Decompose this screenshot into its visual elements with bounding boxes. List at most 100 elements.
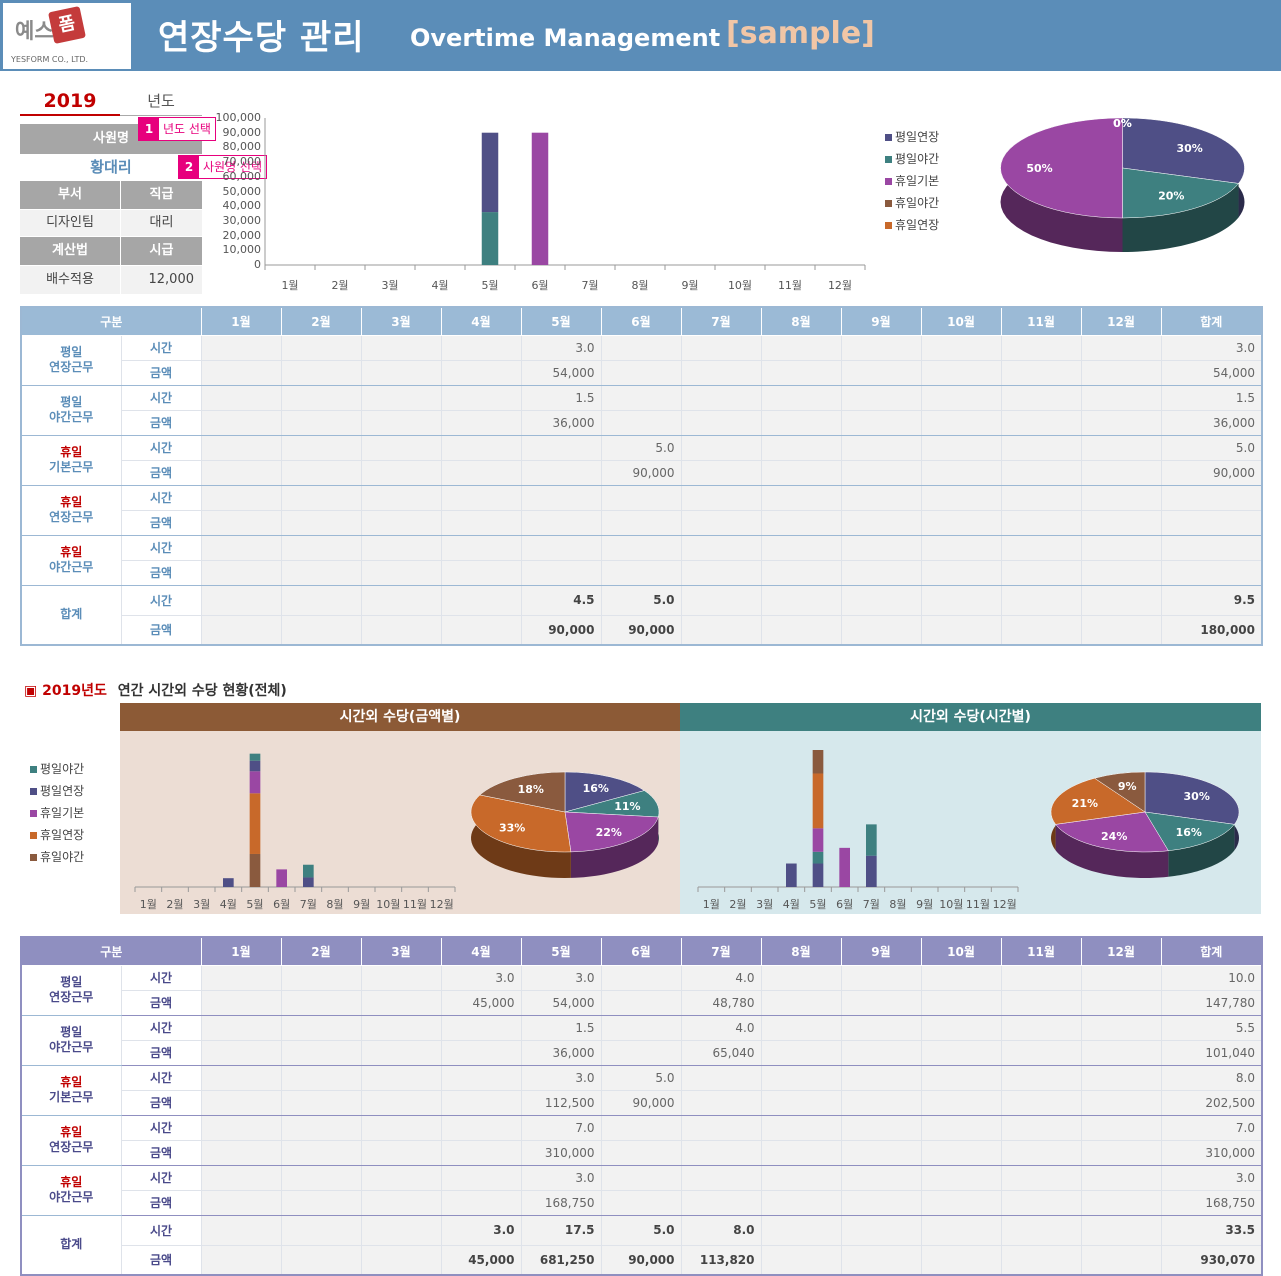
cell-amount[interactable] [360, 1039, 442, 1066]
cell-time[interactable] [280, 484, 362, 511]
cell-amount[interactable] [280, 409, 362, 436]
cell-time[interactable] [1000, 434, 1082, 461]
cell-time[interactable] [360, 484, 442, 511]
cell-amount[interactable] [840, 1039, 922, 1066]
cell-time[interactable] [760, 1064, 842, 1091]
cell-time[interactable] [600, 1164, 682, 1191]
cell-amount[interactable] [920, 989, 1002, 1016]
cell-amount[interactable] [360, 509, 442, 536]
cell-amount[interactable] [280, 989, 362, 1016]
cell-amount[interactable] [280, 1139, 362, 1166]
cell-time[interactable] [600, 484, 682, 511]
cell-amount[interactable] [600, 1139, 682, 1166]
cell-time[interactable] [920, 534, 1002, 561]
cell-amount[interactable] [760, 359, 842, 386]
cell-amount[interactable] [680, 1139, 762, 1166]
cell-amount[interactable] [360, 1189, 442, 1216]
cell-time[interactable]: 4.0 [680, 964, 762, 991]
cell-amount[interactable] [1080, 1039, 1162, 1066]
cell-time[interactable] [200, 1114, 282, 1141]
cell-amount[interactable] [920, 1039, 1002, 1066]
cell-amount[interactable] [440, 509, 522, 536]
cell-amount[interactable] [1000, 1039, 1082, 1066]
cell-amount[interactable]: 54,000 [520, 359, 602, 386]
cell-amount[interactable] [760, 1039, 842, 1066]
cell-time[interactable] [360, 964, 442, 991]
cell-time[interactable]: 4.0 [680, 1014, 762, 1041]
cell-time[interactable] [1080, 384, 1162, 411]
cell-amount[interactable] [840, 509, 922, 536]
cell-amount[interactable] [360, 359, 442, 386]
cell-time[interactable] [920, 484, 1002, 511]
cell-time[interactable] [280, 334, 362, 361]
cell-amount[interactable] [1000, 1189, 1082, 1216]
cell-amount[interactable] [440, 1139, 522, 1166]
cell-amount[interactable] [760, 509, 842, 536]
cell-time[interactable]: 3.0 [440, 964, 522, 991]
cell-amount[interactable] [600, 1189, 682, 1216]
cell-time[interactable] [760, 964, 842, 991]
cell-time[interactable] [760, 1114, 842, 1141]
cell-time[interactable] [600, 334, 682, 361]
cell-time[interactable] [840, 1114, 922, 1141]
cell-time[interactable] [360, 384, 442, 411]
cell-amount[interactable] [680, 1089, 762, 1116]
cell-amount[interactable] [360, 409, 442, 436]
cell-time[interactable]: 5.0 [600, 434, 682, 461]
cell-amount[interactable] [280, 459, 362, 486]
cell-amount[interactable] [440, 559, 522, 586]
cell-amount[interactable] [600, 359, 682, 386]
cell-time[interactable] [920, 434, 1002, 461]
cell-amount[interactable] [360, 559, 442, 586]
cell-amount[interactable] [1000, 1139, 1082, 1166]
cell-time[interactable] [600, 964, 682, 991]
cell-time[interactable] [440, 484, 522, 511]
cell-amount[interactable] [520, 559, 602, 586]
cell-time[interactable] [1000, 534, 1082, 561]
cell-time[interactable] [680, 1064, 762, 1091]
cell-amount[interactable] [280, 1089, 362, 1116]
cell-time[interactable] [760, 384, 842, 411]
cell-time[interactable] [440, 1014, 522, 1041]
cell-amount[interactable] [280, 359, 362, 386]
cell-amount[interactable]: 54,000 [520, 989, 602, 1016]
cell-time[interactable] [1080, 434, 1162, 461]
cell-amount[interactable] [920, 459, 1002, 486]
cell-amount[interactable] [680, 509, 762, 536]
cell-amount[interactable] [360, 1089, 442, 1116]
cell-amount[interactable] [920, 359, 1002, 386]
cell-time[interactable] [1000, 964, 1082, 991]
cell-amount[interactable] [440, 1089, 522, 1116]
cell-time[interactable] [280, 1114, 362, 1141]
cell-amount[interactable]: 112,500 [520, 1089, 602, 1116]
cell-time[interactable]: 7.0 [520, 1114, 602, 1141]
cell-time[interactable] [600, 534, 682, 561]
cell-time[interactable] [1000, 1164, 1082, 1191]
cell-amount[interactable] [200, 989, 282, 1016]
cell-time[interactable] [200, 1164, 282, 1191]
cell-time[interactable] [360, 1064, 442, 1091]
cell-amount[interactable] [280, 509, 362, 536]
cell-time[interactable] [760, 334, 842, 361]
cell-amount[interactable] [600, 1039, 682, 1066]
cell-time[interactable] [360, 534, 442, 561]
cell-time[interactable] [1080, 1064, 1162, 1091]
cell-amount[interactable]: 310,000 [520, 1139, 602, 1166]
cell-time[interactable] [840, 534, 922, 561]
cell-time[interactable] [840, 384, 922, 411]
cell-amount[interactable] [440, 409, 522, 436]
cell-amount[interactable] [440, 459, 522, 486]
cell-time[interactable] [520, 484, 602, 511]
cell-time[interactable] [360, 334, 442, 361]
cell-amount[interactable] [600, 509, 682, 536]
cell-amount[interactable]: 65,040 [680, 1039, 762, 1066]
cell-time[interactable] [200, 334, 282, 361]
cell-amount[interactable] [200, 1039, 282, 1066]
cell-amount[interactable]: 48,780 [680, 989, 762, 1016]
cell-amount[interactable] [360, 989, 442, 1016]
cell-amount[interactable] [200, 1089, 282, 1116]
cell-amount[interactable] [200, 559, 282, 586]
cell-time[interactable]: 5.0 [600, 1064, 682, 1091]
cell-amount[interactable] [600, 559, 682, 586]
cell-time[interactable] [440, 1114, 522, 1141]
